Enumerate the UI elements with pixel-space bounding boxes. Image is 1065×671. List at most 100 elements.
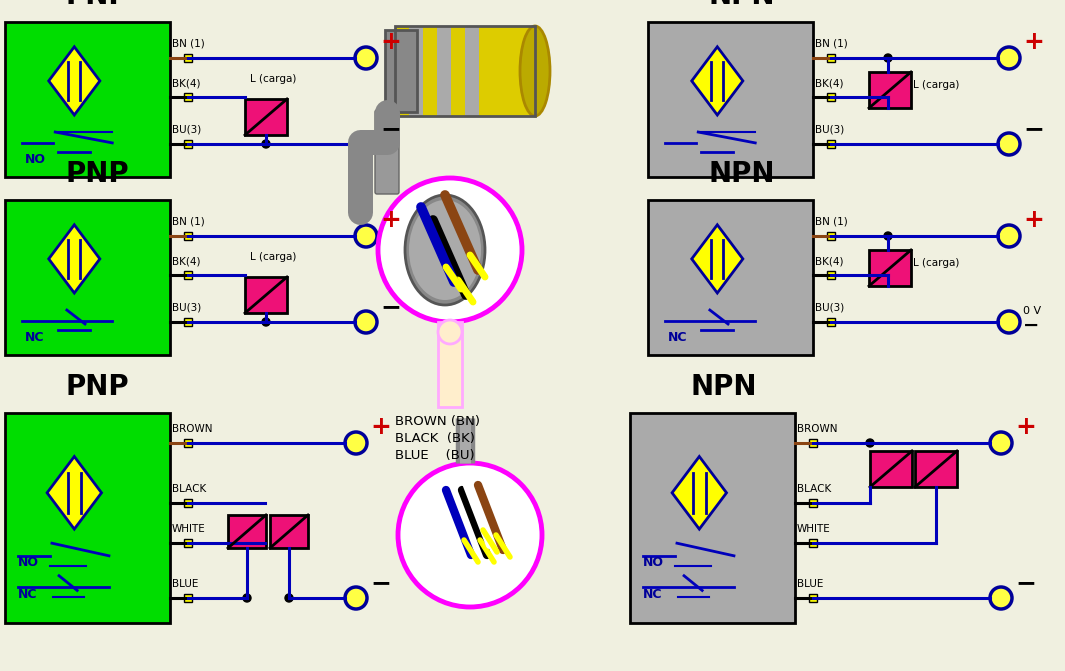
Text: L (carga): L (carga) [913,80,960,90]
Circle shape [998,133,1020,155]
Ellipse shape [409,200,481,300]
Text: NO: NO [18,556,39,569]
Text: BLUE: BLUE [797,579,823,589]
Circle shape [438,320,462,344]
Bar [828,232,835,240]
Text: NC: NC [18,588,37,601]
Text: PNP: PNP [66,160,129,188]
Bar [415,26,535,116]
Text: BLUE: BLUE [173,579,198,589]
Bar [184,93,192,101]
Bar [5,413,170,623]
Text: NPN: NPN [708,160,775,188]
Bar [450,26,465,116]
Circle shape [355,311,377,333]
Bar [828,93,835,101]
Text: BROWN (BN): BROWN (BN) [395,415,480,428]
Circle shape [990,432,1012,454]
Bar [479,26,493,116]
Polygon shape [692,225,743,293]
Bar [809,594,817,602]
Bar [184,539,192,547]
Text: NO: NO [643,556,665,569]
Circle shape [355,133,377,155]
Text: BROWN: BROWN [797,424,837,434]
Text: NO: NO [24,153,46,166]
Circle shape [398,463,542,607]
Bar [184,439,192,447]
Text: +: + [1023,30,1044,54]
Text: NPN: NPN [708,0,775,10]
Circle shape [990,587,1012,609]
Circle shape [866,439,874,447]
Circle shape [884,232,892,240]
Bar [869,250,911,286]
Polygon shape [49,225,100,293]
Bar [648,200,813,355]
Bar [869,72,911,108]
Text: L (carga): L (carga) [250,74,296,84]
Bar [184,594,192,602]
Text: +: + [370,415,391,439]
Circle shape [262,140,271,148]
Circle shape [345,432,367,454]
Text: 0 V: 0 V [1023,306,1042,316]
Bar [915,451,957,487]
Bar [809,539,817,547]
Bar [184,271,192,279]
Text: NC: NC [643,588,662,601]
Text: +: + [1023,208,1044,232]
Circle shape [998,311,1020,333]
Text: BU(3): BU(3) [815,303,845,313]
Text: −: − [380,295,402,319]
Text: L (carga): L (carga) [913,258,960,268]
Text: −: − [370,571,391,595]
Text: BLACK: BLACK [797,484,832,494]
Polygon shape [672,456,726,529]
Bar [228,515,266,548]
Bar [438,322,462,407]
Circle shape [345,587,367,609]
Text: L (carga): L (carga) [250,252,296,262]
Bar [648,22,813,177]
Circle shape [355,47,377,69]
Text: +: + [380,30,400,54]
Bar [630,413,794,623]
Text: WHITE: WHITE [173,524,206,534]
Text: BK(4): BK(4) [815,78,843,88]
Text: BN (1): BN (1) [815,39,848,49]
Bar [409,26,423,116]
Circle shape [262,318,271,326]
Text: −: − [1015,571,1036,595]
Circle shape [884,54,892,62]
Text: BN (1): BN (1) [173,217,204,227]
Text: −: − [1023,117,1044,141]
Bar [465,26,479,116]
Text: WHITE: WHITE [797,524,831,534]
Text: BK(4): BK(4) [173,78,200,88]
Bar [5,200,170,355]
Polygon shape [692,47,743,115]
Bar [395,26,409,116]
Ellipse shape [405,195,485,305]
Text: −: − [1023,316,1039,335]
Polygon shape [47,456,101,529]
Ellipse shape [520,26,550,116]
Text: NPN: NPN [690,373,757,401]
Bar [245,277,286,313]
Bar [245,99,286,135]
Circle shape [378,178,522,322]
Text: BLACK  (BK): BLACK (BK) [395,432,475,445]
Circle shape [998,47,1020,69]
Circle shape [998,225,1020,247]
Text: BLACK: BLACK [173,484,207,494]
Text: PNP: PNP [66,373,129,401]
Bar [828,54,835,62]
Bar [437,26,450,116]
Text: +: + [380,208,400,232]
Bar [828,140,835,148]
Polygon shape [49,47,100,115]
Bar [423,26,437,116]
Text: BU(3): BU(3) [815,125,845,135]
Bar [386,30,417,112]
